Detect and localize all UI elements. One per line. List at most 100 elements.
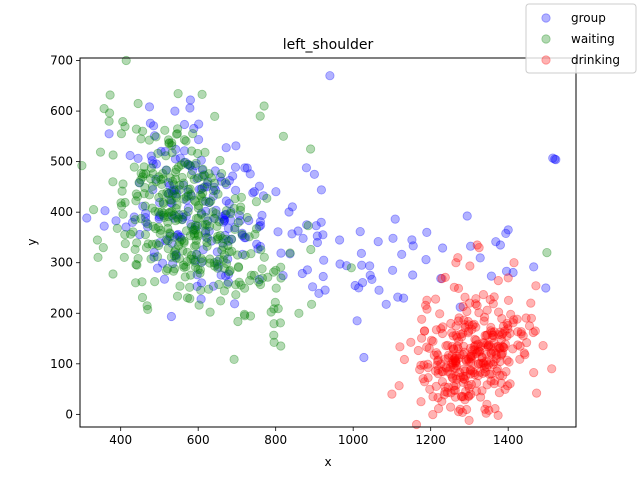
point-waiting [179, 135, 189, 145]
point-group [167, 211, 177, 221]
point-drinking [436, 324, 446, 334]
point-waiting [245, 275, 255, 286]
point-waiting [174, 241, 184, 251]
point-drinking [526, 298, 536, 308]
point-group [491, 237, 501, 247]
point-waiting [205, 254, 215, 264]
point-group [82, 213, 92, 223]
point-group [455, 302, 465, 312]
point-waiting [213, 189, 223, 199]
point-drinking [460, 366, 470, 376]
point-group [352, 316, 362, 326]
point-drinking [486, 342, 496, 352]
point-group [293, 226, 303, 236]
point-waiting [240, 283, 250, 293]
point-drinking [437, 396, 447, 406]
series-drinking [387, 240, 557, 430]
point-waiting [249, 270, 259, 280]
point-waiting [236, 280, 246, 290]
point-group [334, 235, 345, 245]
point-waiting [155, 228, 165, 239]
point-waiting [209, 178, 219, 188]
point-group [298, 233, 308, 243]
point-group [436, 273, 446, 284]
point-waiting [211, 209, 221, 219]
point-waiting [218, 234, 228, 244]
point-group [129, 212, 139, 222]
point-waiting [165, 195, 175, 205]
point-waiting [95, 147, 106, 157]
point-group [209, 182, 219, 192]
y-tick-label: 200 [50, 306, 73, 320]
point-group [155, 197, 165, 208]
point-group [311, 221, 321, 231]
point-group [508, 267, 518, 278]
point-group [203, 216, 213, 226]
point-group [237, 249, 248, 259]
point-group [407, 235, 417, 245]
point-drinking [524, 321, 535, 331]
point-waiting [257, 273, 267, 283]
point-group [146, 151, 156, 161]
point-drinking [481, 356, 491, 366]
point-drinking [477, 352, 487, 362]
point-waiting [163, 263, 173, 274]
point-drinking [506, 309, 516, 319]
point-drinking [447, 328, 457, 338]
point-waiting [166, 195, 176, 205]
point-waiting [233, 217, 243, 228]
point-drinking [481, 330, 491, 341]
point-drinking [431, 381, 441, 391]
point-waiting [171, 245, 181, 255]
point-drinking [480, 330, 490, 341]
point-drinking [452, 332, 462, 342]
point-drinking [416, 397, 426, 407]
point-group [224, 199, 234, 209]
point-drinking [447, 372, 457, 382]
point-group [437, 243, 448, 253]
point-drinking [498, 370, 508, 381]
point-waiting [159, 199, 169, 209]
point-waiting [172, 200, 182, 210]
point-drinking [460, 292, 470, 302]
point-waiting [139, 162, 149, 172]
point-group [350, 280, 360, 291]
point-group [226, 215, 236, 225]
point-drinking [470, 334, 480, 344]
point-group [254, 221, 264, 232]
point-group [273, 227, 283, 237]
point-waiting [270, 297, 280, 307]
point-waiting [188, 254, 198, 264]
point-group [147, 156, 157, 166]
point-waiting [143, 304, 153, 314]
point-waiting [158, 174, 168, 184]
point-waiting [214, 217, 224, 227]
point-drinking [520, 350, 530, 360]
point-drinking [464, 357, 474, 367]
point-group [200, 182, 210, 192]
point-group [134, 178, 145, 188]
point-drinking [442, 387, 453, 398]
point-group [221, 209, 231, 219]
point-drinking [477, 353, 487, 363]
point-waiting [177, 172, 187, 183]
point-drinking [394, 381, 404, 391]
point-waiting [148, 221, 158, 231]
point-waiting [276, 341, 286, 351]
point-drinking [531, 388, 542, 398]
point-drinking [489, 379, 499, 389]
point-drinking [478, 358, 488, 368]
point-group [224, 176, 234, 186]
point-waiting [118, 179, 128, 189]
point-waiting [294, 308, 304, 318]
point-waiting [174, 254, 185, 264]
point-drinking [433, 365, 443, 375]
point-drinking [466, 352, 476, 362]
point-group [408, 241, 418, 251]
point-group [244, 215, 254, 226]
point-waiting [205, 307, 215, 317]
point-drinking [447, 350, 457, 361]
point-drinking [465, 366, 476, 376]
point-waiting [259, 252, 269, 262]
point-drinking [489, 327, 499, 337]
